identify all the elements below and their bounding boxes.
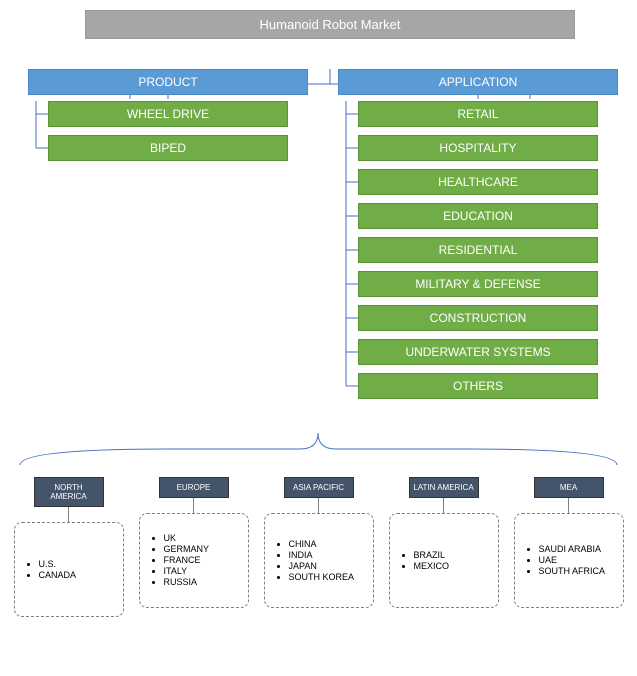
region-connector [318,498,319,513]
regions-row: NORTH AMERICA U.S.CANADA EUROPE UKGERMANYFR… [10,477,627,617]
country-item: GERMANY [164,544,244,554]
region-connector [443,498,444,513]
application-item: HEALTHCARE [358,169,598,195]
region-header: LATIN AMERICA [409,477,479,498]
region-column: LATIN AMERICA BRAZILMEXICO [385,477,502,617]
region-column: ASIA PACIFIC CHINAINDIAJAPANSOUTH KOREA [260,477,377,617]
application-item: EDUCATION [358,203,598,229]
country-item: MEXICO [414,561,494,571]
country-item: SOUTH AFRICA [539,566,619,576]
application-items: RETAIL HOSPITALITY HEALTHCARE EDUCATION RESI… [338,101,618,399]
country-item: ITALY [164,566,244,576]
country-item: U.S. [39,559,119,569]
country-item: CHINA [289,539,369,549]
hierarchy-area: PRODUCT WHEEL DRIVE BIPED APPLICATION RET… [10,69,627,407]
application-item: RETAIL [358,101,598,127]
country-item: RUSSIA [164,577,244,587]
region-header: ASIA PACIFIC [284,477,354,498]
region-column: EUROPE UKGERMANYFRANCEITALYRUSSIA [135,477,252,617]
country-item: SAUDI ARABIA [539,544,619,554]
country-item: INDIA [289,550,369,560]
application-item: MILITARY & DEFENSE [358,271,598,297]
product-item-connector [28,101,48,169]
regions-section: NORTH AMERICA U.S.CANADA EUROPE UKGERMANYFR… [10,427,627,617]
region-connector [68,507,69,522]
application-item-connector [338,101,358,407]
region-countries-box: SAUDI ARABIAUAESOUTH AFRICA [514,513,624,608]
category-application-header: APPLICATION [338,69,618,95]
country-item: SOUTH KOREA [289,572,369,582]
region-connector [568,498,569,513]
product-item: WHEEL DRIVE [48,101,288,127]
country-item: FRANCE [164,555,244,565]
region-connector [193,498,194,513]
region-header: NORTH AMERICA [34,477,104,507]
root-title: Humanoid Robot Market [85,10,575,39]
region-countries-box: UKGERMANYFRANCEITALYRUSSIA [139,513,249,608]
region-column: NORTH AMERICA U.S.CANADA [10,477,127,617]
country-item: BRAZIL [414,550,494,560]
region-countries-box: BRAZILMEXICO [389,513,499,608]
curly-brace [10,427,627,467]
category-product-header: PRODUCT [28,69,308,95]
region-countries-box: U.S.CANADA [14,522,124,617]
application-item: RESIDENTIAL [358,237,598,263]
product-item: BIPED [48,135,288,161]
application-item: OTHERS [358,373,598,399]
country-item: UAE [539,555,619,565]
product-items: WHEEL DRIVE BIPED [28,101,308,161]
region-header: MEA [534,477,604,498]
region-header: EUROPE [159,477,229,498]
region-countries-box: CHINAINDIAJAPANSOUTH KOREA [264,513,374,608]
country-item: UK [164,533,244,543]
branch-application: APPLICATION RETAIL HOSPITALITY HEALTHCARE E… [338,69,618,407]
region-column: MEA SAUDI ARABIAUAESOUTH AFRICA [510,477,627,617]
application-item: UNDERWATER SYSTEMS [358,339,598,365]
branch-product: PRODUCT WHEEL DRIVE BIPED [28,69,308,407]
country-item: CANADA [39,570,119,580]
country-item: JAPAN [289,561,369,571]
application-item: HOSPITALITY [358,135,598,161]
application-item: CONSTRUCTION [358,305,598,331]
